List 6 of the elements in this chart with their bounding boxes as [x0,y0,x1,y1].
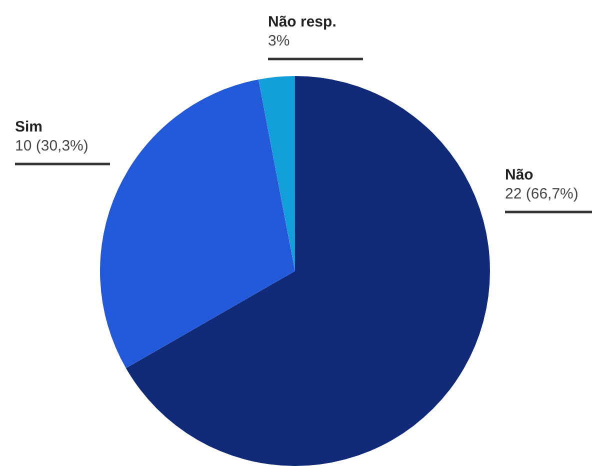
slice-label: Não resp. [268,14,336,31]
data-label: 3% [268,32,290,50]
data-label: 22 (66,7%) [505,186,578,203]
slice-label: Sim [15,118,43,136]
data-label: 10 (30,3%) [15,138,88,155]
slice-label: Não [505,166,534,184]
